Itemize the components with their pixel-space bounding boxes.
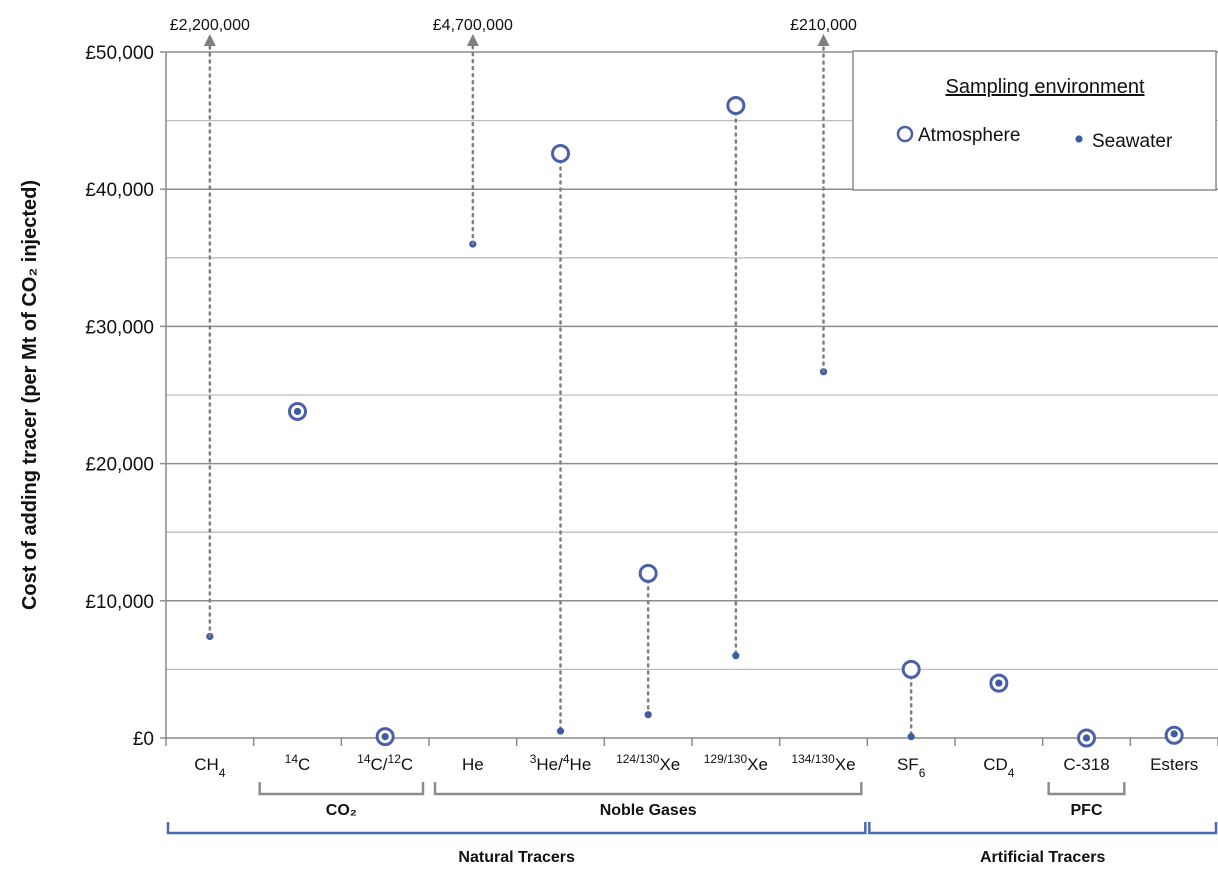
x-tick-label: He xyxy=(462,755,484,774)
seawater-point xyxy=(293,407,302,416)
x-tick-label: 134/130Xe xyxy=(791,752,855,774)
group-bracket xyxy=(868,822,1218,835)
y-tick-label: £30,000 xyxy=(85,317,154,338)
seawater-point xyxy=(381,733,389,741)
x-tick-label: CD4 xyxy=(983,755,1015,780)
atmosphere-point xyxy=(901,659,921,679)
category-groups: CO₂ Noble Gases PFC Natural Tracers Artifici… xyxy=(166,782,1218,866)
y-tick-label: £10,000 xyxy=(85,592,154,613)
x-tick-label: Esters xyxy=(1150,755,1198,774)
data-points xyxy=(206,96,1184,748)
group-label: CO₂ xyxy=(326,802,357,819)
group-label: Noble Gases xyxy=(600,802,697,819)
x-tick-label: CH4 xyxy=(194,755,226,780)
atmosphere-point xyxy=(551,144,570,164)
seawater-point xyxy=(644,711,652,719)
group-bracket xyxy=(1047,782,1126,796)
x-tick-label: 14C xyxy=(285,752,311,774)
seawater-point xyxy=(907,733,915,741)
group-label: Artificial Tracers xyxy=(980,849,1106,866)
y-tick-label: £40,000 xyxy=(85,180,154,201)
legend-atmosphere-label: Atmosphere xyxy=(918,125,1020,146)
offscale-label: £4,700,000 xyxy=(433,17,513,34)
atmosphere-point xyxy=(638,563,658,583)
x-tick-label: 129/130Xe xyxy=(704,752,768,774)
legend-seawater-marker xyxy=(1075,135,1083,143)
seawater-point xyxy=(556,727,565,735)
x-tick-label: 3He/4He xyxy=(530,752,592,774)
y-axis-label: Cost of adding tracer (per Mt of CO₂ inj… xyxy=(19,180,41,610)
x-tick-label: 14C/12C xyxy=(357,752,413,774)
legend: Sampling environment Atmosphere Seawater xyxy=(852,50,1217,191)
y-tick-label: £50,000 xyxy=(85,43,154,64)
atmosphere-point xyxy=(726,96,746,116)
y-tick-label: £20,000 xyxy=(85,455,154,476)
x-tick-label: C-318 xyxy=(1063,755,1109,774)
offscale-arrow-icon xyxy=(817,34,830,46)
x-tick-label: SF6 xyxy=(897,755,926,780)
seawater-point xyxy=(995,679,1003,687)
x-axis: CH4 14C 14C/12C He 3He/4He 124/130Xe 129/130Xe… xyxy=(165,737,1218,780)
legend-box xyxy=(852,50,1217,191)
seawater-point xyxy=(1170,730,1178,738)
legend-seawater-label: Seawater xyxy=(1092,131,1173,152)
offscale-annotations: £2,200,000 £4,700,000 £210,000 xyxy=(170,17,857,638)
offscale-label: £2,200,000 xyxy=(170,17,250,34)
offscale-label: £210,000 xyxy=(790,17,857,34)
group-label: PFC xyxy=(1071,802,1103,819)
x-tick-label: 124/130Xe xyxy=(616,752,680,774)
offscale-arrow-icon xyxy=(203,34,216,46)
seawater-point xyxy=(732,652,740,660)
legend-title: Sampling environment xyxy=(946,76,1145,98)
legend-atmosphere-marker xyxy=(896,125,914,143)
group-label: Natural Tracers xyxy=(458,849,575,866)
connector-lines xyxy=(559,104,913,738)
y-axis: £0 £10,000 £20,000 £30,000 £40,000 £50,000 xyxy=(85,43,167,750)
seawater-point xyxy=(1082,734,1091,742)
group-bracket xyxy=(166,822,867,835)
group-bracket xyxy=(258,782,425,796)
offscale-arrow-icon xyxy=(466,34,479,46)
y-tick-label: £0 xyxy=(133,729,154,750)
group-bracket xyxy=(433,782,863,796)
